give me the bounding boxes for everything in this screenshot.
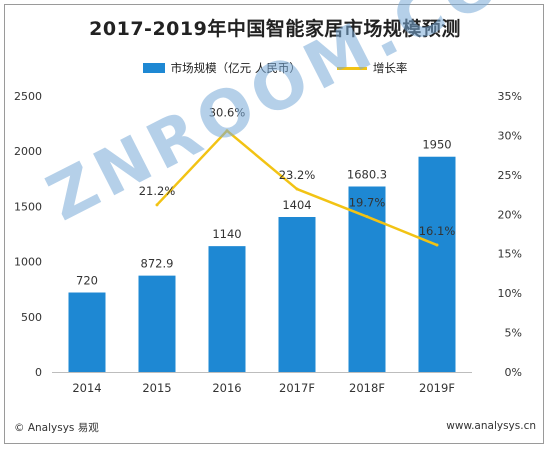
growth-rate-point	[225, 129, 229, 133]
y-right-tick-label: 25%	[498, 169, 522, 182]
growth-rate-point	[295, 187, 299, 191]
y-left-tick-label: 1500	[14, 200, 42, 213]
y-right-tick-label: 10%	[498, 287, 522, 300]
growth-rate-label: 19.7%	[349, 196, 386, 210]
growth-rate-label: 21.2%	[139, 184, 176, 198]
x-tick-label: 2016	[212, 381, 241, 395]
y-left-tick-label: 2500	[14, 90, 42, 103]
y-right-tick-label: 20%	[498, 208, 522, 221]
y-right-tick-label: 5%	[505, 327, 522, 340]
legend-swatch-bar	[142, 63, 165, 73]
growth-rate-point	[155, 203, 159, 207]
growth-rate-point	[365, 215, 369, 219]
x-tick-label: 2015	[142, 381, 171, 395]
x-tick-label: 2017F	[279, 381, 315, 395]
bar-value-label: 872.9	[141, 257, 174, 271]
y-left-tick-label: 1000	[14, 256, 42, 269]
legend-label-market-size: 市场规模（亿元 人民币）	[170, 61, 301, 75]
growth-rate-label: 23.2%	[279, 168, 316, 182]
y-left-tick-label: 0	[35, 366, 42, 379]
growth-rate-point	[435, 243, 439, 247]
legend-swatch-line	[336, 66, 367, 70]
bar-value-label: 1950	[422, 138, 451, 152]
legend-item-market-size: 市场规模（亿元 人民币）	[142, 60, 301, 76]
y-right-tick-label: 15%	[498, 248, 522, 261]
legend-item-growth-rate: 增长率	[336, 60, 408, 76]
chart-legend: 市场规模（亿元 人民币） 增长率	[0, 60, 550, 76]
growth-rate-label: 30.6%	[209, 106, 246, 120]
bar-value-label: 1404	[282, 198, 311, 212]
y-right-tick-label: 0%	[505, 366, 522, 379]
footer-copyright: © Analysys 易观	[14, 422, 99, 434]
footer-website: www.analysys.cn	[446, 420, 536, 432]
bar-value-label: 720	[76, 274, 98, 288]
bar	[208, 246, 246, 372]
legend-label-growth-rate: 增长率	[372, 61, 408, 75]
y-right-tick-label: 35%	[498, 90, 522, 103]
y-left-tick-label: 2000	[14, 145, 42, 158]
chart-title: 2017-2019年中国智能家居市场规模预测	[89, 18, 461, 40]
x-tick-label: 2014	[72, 381, 101, 395]
y-left-tick-label: 500	[21, 311, 42, 324]
bar-value-label: 1140	[212, 227, 241, 241]
bar	[68, 292, 106, 372]
bar	[138, 275, 176, 372]
growth-rate-label: 16.1%	[419, 224, 456, 238]
x-tick-label: 2019F	[419, 381, 455, 395]
x-tick-label: 2018F	[349, 381, 385, 395]
bar-value-label: 1680.3	[347, 167, 387, 181]
y-right-tick-label: 30%	[498, 129, 522, 142]
bar	[278, 216, 316, 372]
bar	[418, 156, 456, 372]
bar	[348, 186, 386, 372]
